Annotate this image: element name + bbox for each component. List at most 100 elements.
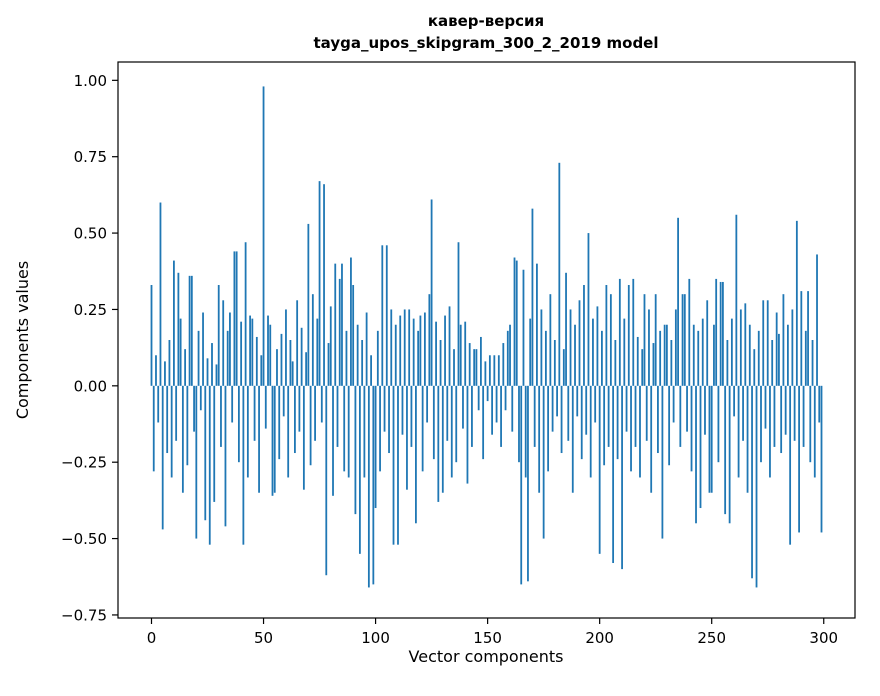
- bar: [435, 321, 437, 386]
- bar: [657, 385, 659, 454]
- bar: [441, 385, 444, 493]
- y-tick-label: 0.75: [74, 148, 107, 166]
- bar: [347, 385, 350, 478]
- bar: [654, 294, 657, 386]
- bar: [645, 385, 648, 441]
- bar: [567, 385, 570, 441]
- bar: [354, 385, 357, 515]
- bar: [166, 385, 169, 454]
- bar: [728, 385, 731, 524]
- bar: [213, 385, 216, 502]
- bar: [524, 385, 527, 478]
- bar: [253, 385, 256, 441]
- bar: [771, 340, 774, 386]
- bar: [482, 385, 485, 460]
- bar: [549, 294, 552, 386]
- bar: [341, 263, 343, 386]
- bar: [379, 385, 381, 472]
- bar: [699, 385, 702, 509]
- y-tick-label: −0.25: [61, 454, 107, 472]
- bar: [285, 309, 287, 386]
- bar: [298, 385, 301, 432]
- x-tick-label: 50: [254, 629, 273, 647]
- bar: [753, 349, 756, 386]
- bar: [455, 385, 458, 463]
- bar: [157, 385, 160, 423]
- bar: [782, 294, 785, 386]
- bar: [625, 385, 628, 432]
- bar: [674, 309, 677, 386]
- bar: [233, 251, 236, 386]
- bar: [329, 306, 332, 386]
- bar: [607, 385, 610, 447]
- bar: [540, 309, 543, 386]
- bar: [159, 202, 162, 386]
- bar: [589, 385, 592, 478]
- bar: [574, 324, 576, 386]
- bar: [193, 385, 195, 432]
- bar: [240, 321, 243, 386]
- bar: [816, 254, 818, 386]
- bar: [258, 385, 260, 493]
- y-tick-label: 1.00: [74, 72, 107, 90]
- bar: [188, 275, 191, 386]
- bar: [536, 263, 538, 386]
- x-tick-label: 300: [809, 629, 838, 647]
- bar: [717, 385, 720, 463]
- bar: [795, 220, 798, 386]
- bar: [603, 385, 606, 466]
- bar: [383, 385, 386, 432]
- bar: [558, 162, 561, 386]
- bar: [804, 330, 807, 386]
- bar: [683, 294, 686, 386]
- bar: [426, 385, 429, 423]
- y-tick-label: −0.75: [61, 606, 107, 624]
- bar: [394, 324, 397, 386]
- bar: [276, 349, 278, 386]
- bar: [762, 300, 765, 386]
- bar: [820, 385, 823, 533]
- bar: [278, 385, 281, 460]
- bar: [486, 385, 489, 402]
- bar: [648, 309, 650, 386]
- y-tick-label: 0.00: [74, 377, 107, 395]
- bar: [677, 217, 679, 386]
- bar: [269, 324, 272, 386]
- bar: [168, 340, 171, 386]
- bar: [280, 333, 283, 386]
- bar: [161, 385, 164, 530]
- bar: [643, 294, 646, 386]
- bar: [164, 361, 166, 386]
- bar: [314, 385, 316, 441]
- bar: [726, 340, 729, 386]
- bar: [531, 208, 534, 386]
- bar: [807, 291, 809, 386]
- bar: [713, 324, 715, 386]
- bar: [471, 385, 473, 447]
- bar: [363, 385, 366, 478]
- bar: [639, 385, 641, 478]
- bar: [385, 245, 388, 386]
- bar: [789, 385, 792, 545]
- bar: [229, 312, 231, 386]
- bar: [580, 385, 583, 460]
- bar: [493, 355, 496, 386]
- bar: [374, 385, 377, 509]
- bar: [506, 330, 509, 386]
- axes-frame: [117, 61, 856, 619]
- bar: [307, 223, 310, 386]
- bar: [601, 330, 603, 386]
- bar: [701, 318, 704, 386]
- bar: [739, 309, 742, 386]
- bar: [287, 385, 290, 478]
- bar: [150, 285, 153, 386]
- bar: [450, 385, 453, 478]
- bar: [408, 309, 411, 386]
- bar: [585, 385, 588, 435]
- bar: [612, 385, 615, 564]
- bar: [551, 385, 554, 432]
- bar-series: [150, 86, 823, 588]
- bar: [587, 233, 590, 386]
- bar: [576, 385, 579, 417]
- bar: [336, 385, 339, 447]
